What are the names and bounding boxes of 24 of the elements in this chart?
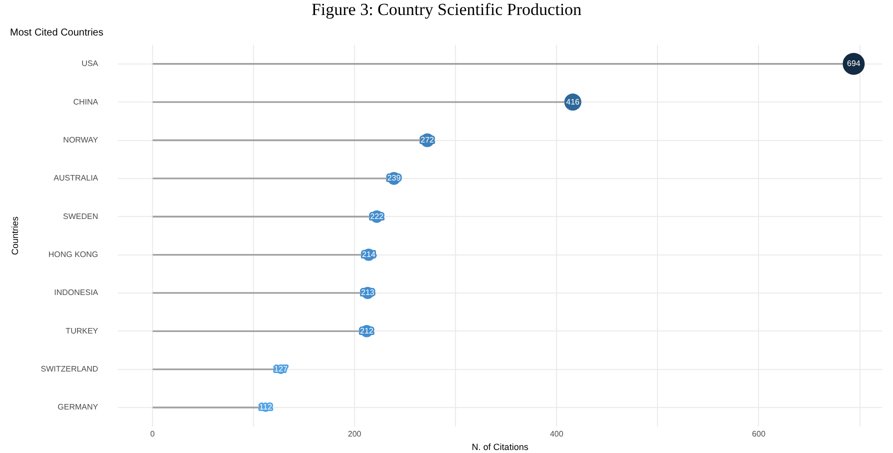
data-label: 416 <box>566 97 580 106</box>
y-tick-label: USA <box>82 59 99 68</box>
x-axis-title: N. of Citations <box>472 442 529 452</box>
y-tick-label: NORWAY <box>63 135 99 144</box>
y-tick-label: SWEDEN <box>63 212 98 221</box>
data-label: 212 <box>360 326 374 336</box>
caption: Figure 3: Country Scientific Production <box>310 0 583 20</box>
y-tick-label: INDONESIA <box>54 288 99 298</box>
data-label: 213 <box>361 288 375 298</box>
data-label: 239 <box>387 174 402 183</box>
chart-title: Most Cited Countries <box>10 28 104 39</box>
y-tick-label: CHINA <box>73 97 99 106</box>
y-tick-label: TURKEY <box>66 326 99 336</box>
y-axis-title: Countries <box>10 216 20 255</box>
y-tick-label: AUSTRALIA <box>54 174 99 183</box>
data-label: 694 <box>847 59 861 68</box>
y-tick-label: HONG KONG <box>48 250 98 259</box>
y-tick-label: GERMANY <box>58 402 99 412</box>
x-tick-label: 600 <box>752 430 766 439</box>
x-tick-label: 200 <box>348 430 362 439</box>
x-tick-label: 400 <box>550 430 564 439</box>
y-tick-label: SWITZERLAND <box>40 364 98 374</box>
data-label: 272 <box>420 135 435 144</box>
x-tick-label: 0 <box>150 430 156 439</box>
